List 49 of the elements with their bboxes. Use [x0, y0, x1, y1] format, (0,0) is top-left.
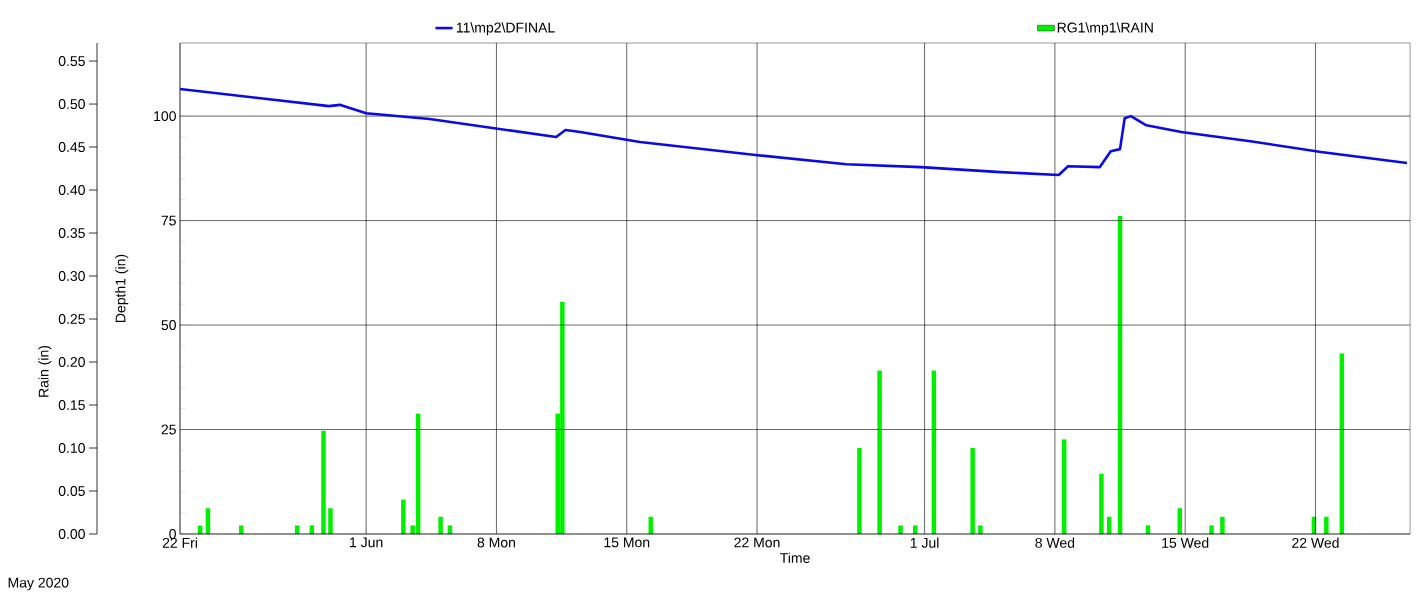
y2-tick-label: 0.15	[58, 400, 85, 410]
x-tick-label: 15 Wed	[1162, 537, 1209, 548]
bar	[328, 508, 333, 534]
bar	[1220, 516, 1225, 534]
x-tick-label: 8 Mon	[477, 537, 515, 548]
y2-tick-label: 0.10	[58, 443, 85, 453]
y-tick-label: 100	[154, 111, 176, 122]
x-tick-label: 22 Fri	[162, 537, 197, 548]
line-series	[180, 87, 1409, 177]
y-axis-title: Depth1 (in)	[115, 254, 129, 322]
y-tick-label: 0	[169, 529, 176, 539]
y-tick-label: 25	[161, 424, 176, 435]
y2-tick-label: 0.50	[58, 99, 85, 110]
bar	[1177, 508, 1182, 534]
y2-tick-label: 0.05	[58, 486, 85, 496]
y2-tick-label: 0.25	[58, 314, 85, 324]
bar	[438, 516, 443, 534]
x-tick-label: 15 Mon	[604, 537, 650, 548]
y2-tick-label: 0.35	[58, 228, 85, 238]
bar	[857, 448, 862, 534]
bar	[898, 525, 903, 534]
legend-label: RG1\mp1\RAIN	[1057, 22, 1153, 36]
bar	[401, 499, 406, 534]
bar	[239, 525, 244, 534]
bar	[1324, 516, 1329, 534]
text: May 2020	[8, 577, 69, 591]
y2-tick-label: 0.30	[58, 271, 85, 281]
x-tick-label: 22 Mon	[734, 537, 780, 548]
legend-label: 11\mp2\DFINAL	[456, 22, 555, 36]
bar	[1209, 525, 1214, 534]
x-tick-label: 1 Jul	[910, 537, 939, 548]
x-tick-label: 1 Jun	[350, 537, 383, 548]
y2-tick-label: 0.00	[58, 529, 85, 539]
y-tick-label: 75	[161, 215, 176, 226]
y2-tick-label: 0.45	[58, 142, 85, 153]
bar	[1099, 473, 1104, 534]
bar	[978, 525, 983, 534]
x-tick-label: 22 Wed	[1292, 537, 1339, 548]
bar	[913, 525, 918, 534]
y-tick-label: 50	[161, 320, 176, 331]
y2-axis-title: Rain (in)	[38, 345, 52, 397]
y2-tick-label: 0.55	[58, 56, 85, 67]
bar	[321, 430, 326, 534]
y2-tick-label: 0.40	[58, 185, 85, 195]
bar	[970, 448, 975, 534]
x-tick-label: 8 Wed	[1035, 537, 1075, 548]
x-axis-title: Time	[780, 552, 810, 563]
y2-tick-label: 0.20	[58, 357, 85, 367]
bar	[877, 370, 882, 534]
